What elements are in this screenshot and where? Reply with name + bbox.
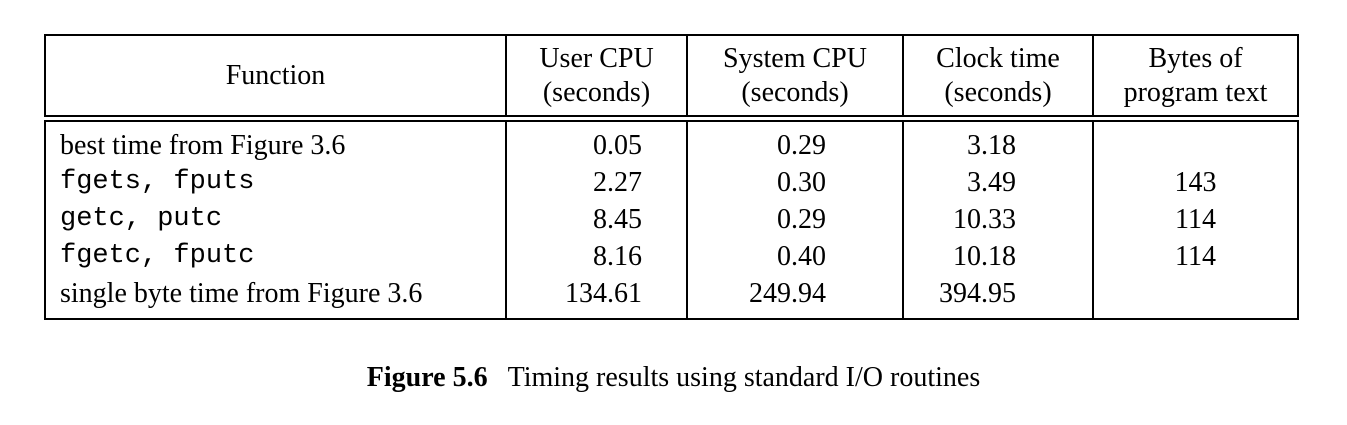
column-header-user-cpu-sublabel: (seconds) [542,76,651,108]
column-header-system-cpu: System CPU (seconds) [686,35,903,122]
column-header-clock-time: Clock time (seconds) [902,35,1093,122]
cell-function: fgetc, fputc [60,241,255,271]
cell-function: fgets, fputs [60,167,255,197]
column-header-function-label: Function [225,59,326,91]
cell-user-cpu: 0.05 [505,118,687,164]
column-header-bytes: Bytes of program text [1092,35,1298,122]
cell-user-cpu: 2.27 [505,164,687,201]
cell-user-cpu: 134.61 [505,275,687,319]
cell-system-cpu: 249.94 [686,275,903,319]
cell-bytes: 143 [1092,164,1298,201]
cell-system-cpu: 0.30 [686,164,903,201]
table-row: best time from Figure 3.6 0.05 0.29 3.18 [45,118,1298,164]
cell-system-cpu: 0.40 [686,238,903,275]
cell-bytes: 114 [1092,201,1298,238]
table-row: single byte time from Figure 3.6 134.61 … [45,275,1298,319]
cell-system-cpu: 0.29 [686,201,903,238]
cell-bytes [1092,275,1298,319]
figure-caption-label: Figure 5.6 [366,362,488,393]
column-header-function: Function [45,35,506,122]
figure-caption-text: Timing results using standard I/O routin… [507,362,981,393]
cell-clock-time: 10.18 [902,238,1093,275]
column-header-clock-time-label: Clock time [936,42,1060,74]
figure-caption: Figure 5.6 Timing results using standard … [0,361,1347,395]
column-header-clock-time-sublabel: (seconds) [944,76,1052,108]
column-header-bytes-label: Bytes of [1148,42,1243,74]
cell-clock-time: 3.49 [902,164,1093,201]
cell-function: getc, putc [60,204,223,234]
table-header-row: Function User CPU (seconds) System CPU (… [45,35,1298,122]
cell-function: single byte time from Figure 3.6 [60,278,423,309]
column-header-user-cpu: User CPU (seconds) [505,35,687,122]
cell-user-cpu: 8.45 [505,201,687,238]
column-header-user-cpu-label: User CPU [539,42,654,74]
column-header-system-cpu-label: System CPU [723,42,867,74]
cell-clock-time: 3.18 [902,118,1093,164]
cell-user-cpu: 8.16 [505,238,687,275]
column-header-system-cpu-sublabel: (seconds) [741,76,849,108]
cell-bytes: 114 [1092,238,1298,275]
column-header-bytes-sublabel: program text [1123,76,1268,108]
cell-bytes [1092,118,1298,164]
cell-function: best time from Figure 3.6 [60,130,346,161]
table-row: fgetc, fputc 8.16 0.40 10.18 114 [45,238,1298,275]
table-row: fgets, fputs 2.27 0.30 3.49 143 [45,164,1298,201]
cell-clock-time: 10.33 [902,201,1093,238]
table-row: getc, putc 8.45 0.29 10.33 114 [45,201,1298,238]
cell-clock-time: 394.95 [902,275,1093,319]
cell-system-cpu: 0.29 [686,118,903,164]
timing-results-table: Function User CPU (seconds) System CPU (… [44,34,1299,320]
